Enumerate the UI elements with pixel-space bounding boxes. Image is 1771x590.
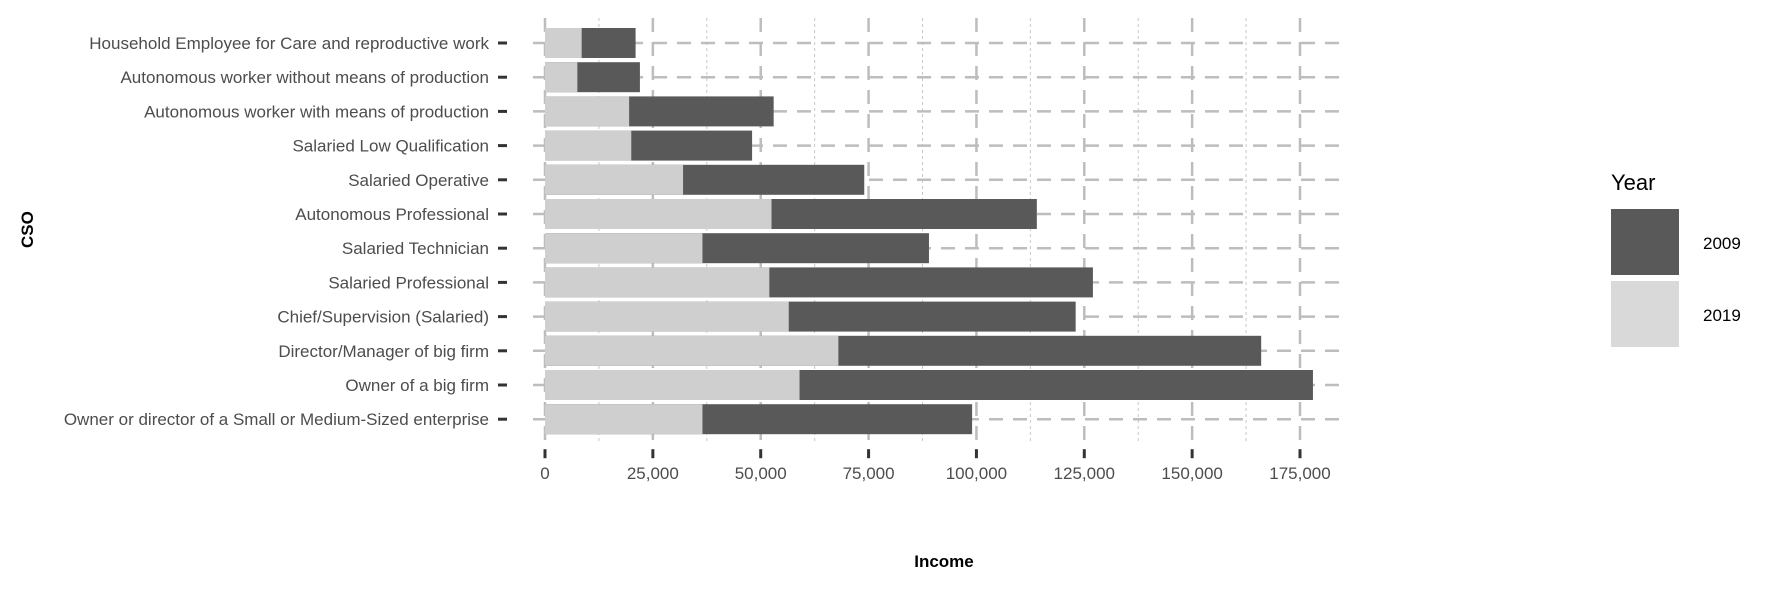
x-tick-label: 75,000 [843, 464, 895, 483]
bar-2019-9 [545, 335, 839, 366]
bar-2019-1 [545, 62, 578, 93]
legend-label-2019: 2019 [1703, 306, 1741, 325]
legend-key-2019 [1611, 281, 1679, 347]
bar-2019-2 [545, 96, 630, 127]
category-label: Salaried Low Qualification [292, 137, 489, 156]
bar-2019-3 [545, 130, 632, 161]
category-axis: Household Employee for Care and reproduc… [64, 34, 507, 429]
x-tick-label: 50,000 [735, 464, 787, 483]
x-tick-label: 100,000 [946, 464, 1007, 483]
bar-2019-7 [545, 267, 770, 298]
bar-2019-6 [545, 233, 703, 264]
category-label: Autonomous Professional [295, 205, 489, 224]
bar-layer [545, 28, 1313, 435]
legend-key-2009 [1611, 209, 1679, 275]
category-label: Household Employee for Care and reproduc… [89, 34, 489, 53]
x-tick-label: 25,000 [627, 464, 679, 483]
legend: Year 2009 2019 [1611, 170, 1741, 347]
legend-title: Year [1611, 170, 1655, 195]
category-label: Owner of a big firm [345, 376, 489, 395]
category-label: Salaried Operative [348, 171, 489, 190]
income-axis: 0 25,000 50,000 75,000 100,000 125,000 150,000… [540, 449, 1331, 483]
category-label: Salaried Professional [328, 273, 489, 292]
bar-2019-5 [545, 199, 772, 229]
bar-2019-0 [545, 28, 582, 58]
legend-label-2009: 2009 [1703, 234, 1741, 253]
bar-2019-4 [545, 164, 684, 195]
category-label: Director/Manager of big firm [278, 342, 489, 361]
category-label: Autonomous worker without means of produ… [120, 68, 489, 87]
category-label: Owner or director of a Small or Medium-S… [64, 410, 489, 429]
x-tick-label: 0 [540, 464, 549, 483]
bar-2019-8 [545, 301, 789, 332]
x-tick-label: 175,000 [1269, 464, 1330, 483]
x-axis-title: Income [914, 552, 974, 571]
bar-2019-11 [545, 404, 703, 435]
category-label: Chief/Supervision (Salaried) [277, 308, 489, 327]
x-tick-label: 125,000 [1054, 464, 1115, 483]
category-label: Autonomous worker with means of producti… [144, 102, 489, 121]
y-axis-title: CSO [18, 211, 37, 248]
bar-2019-10 [545, 370, 800, 400]
category-label: Salaried Technician [342, 239, 489, 258]
x-tick-label: 150,000 [1161, 464, 1222, 483]
